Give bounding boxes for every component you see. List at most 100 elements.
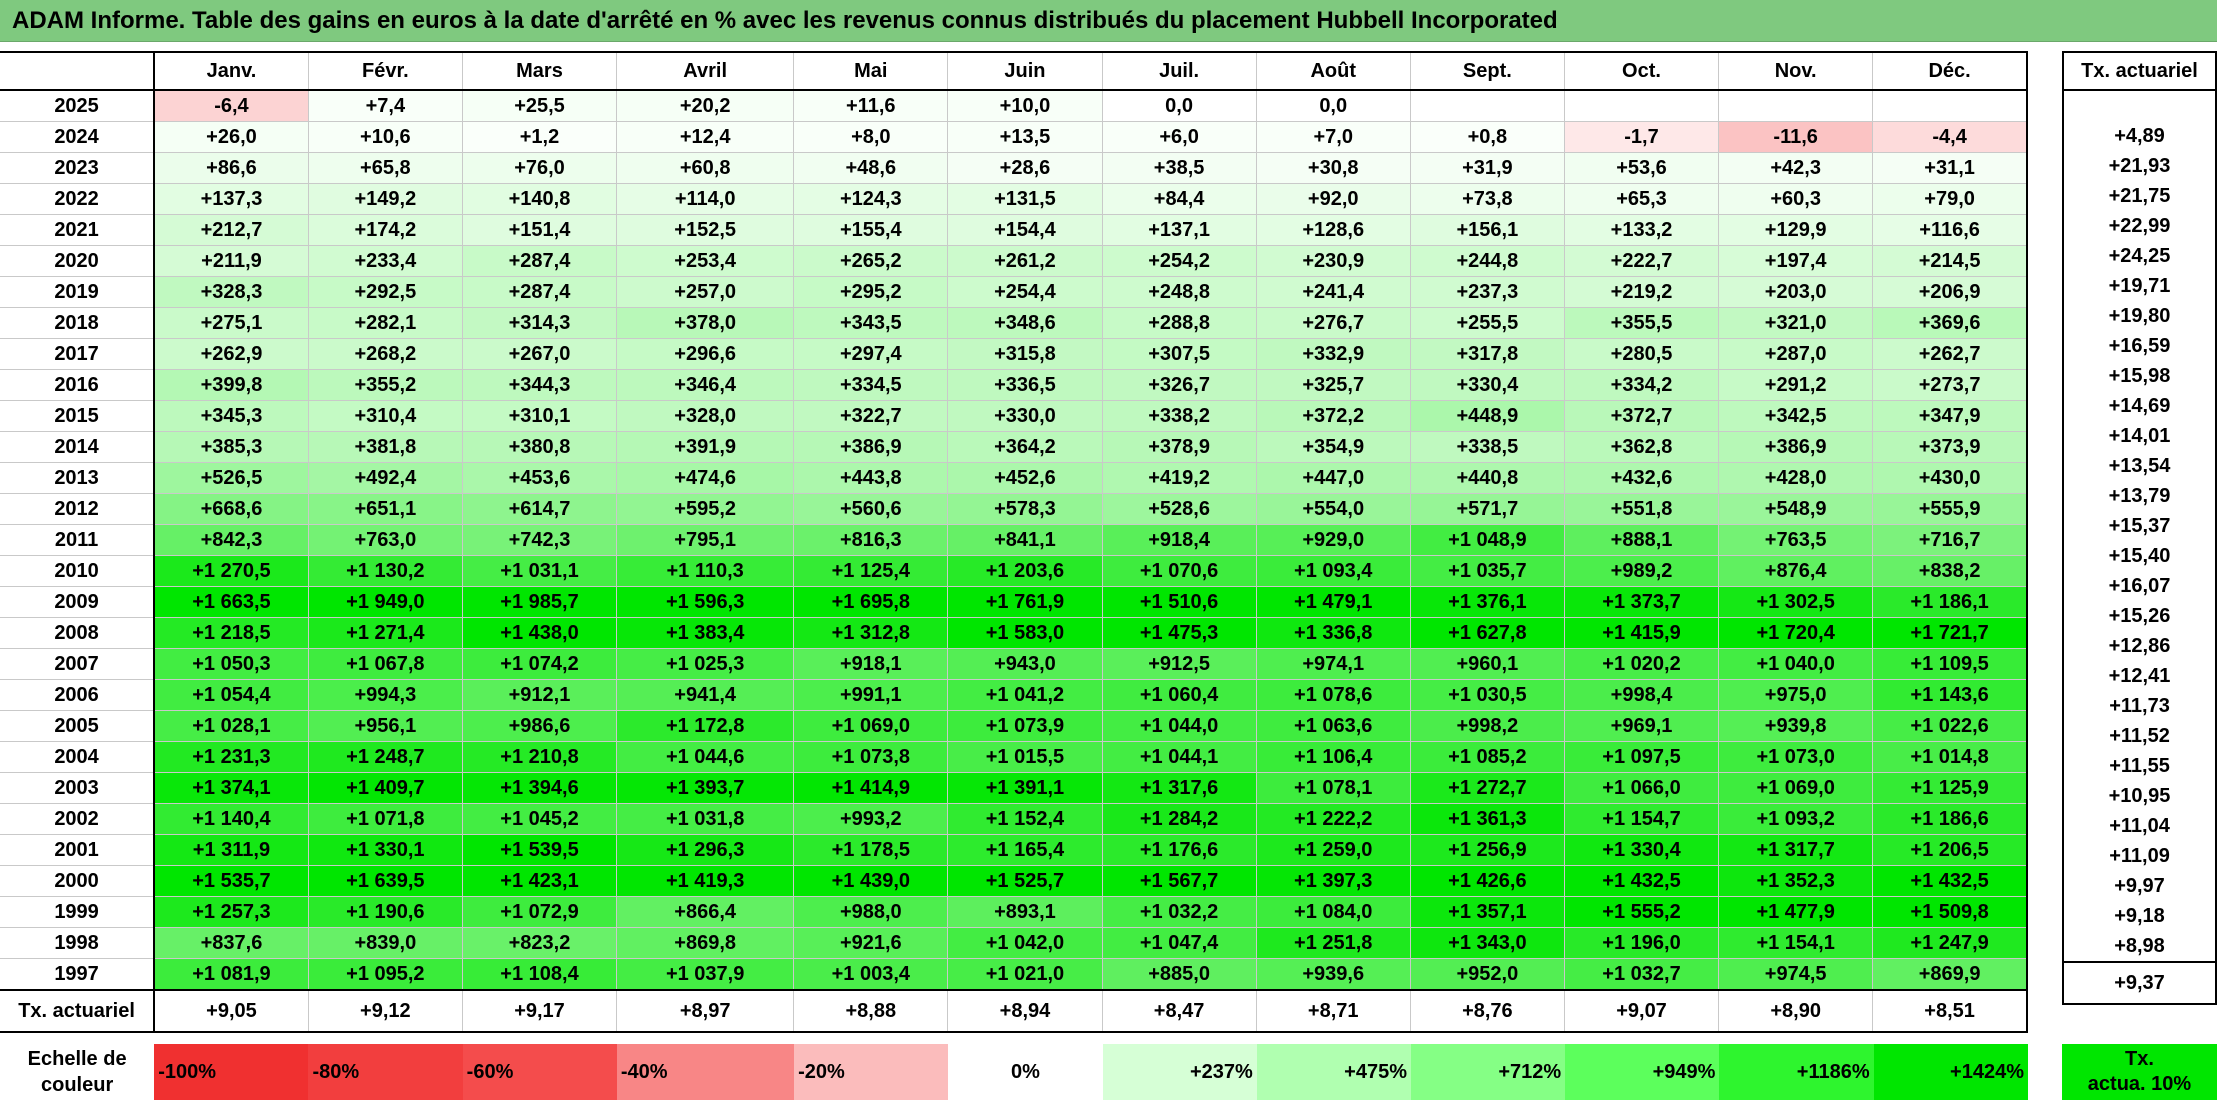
gain-cell: +1 190,6 (307, 896, 463, 928)
gain-cell: +149,2 (307, 183, 463, 215)
footer-cell: +8,90 (1718, 989, 1874, 1033)
tx-row: +14,01 (2062, 421, 2217, 451)
gain-cell: +929,0 (1255, 524, 1411, 556)
gain-cell: +1 251,8 (1255, 927, 1411, 959)
gain-cell: +372,2 (1255, 400, 1411, 432)
gain-cell: +31,1 (1872, 152, 2029, 184)
gain-cell: +28,6 (947, 152, 1103, 184)
gain-cell: +364,2 (947, 431, 1103, 463)
tx-row (2062, 90, 2217, 121)
tx-header: Tx. actuariel (2062, 51, 2217, 91)
gain-cell: +348,6 (947, 307, 1103, 339)
table-row: 2021 +212,7 +174,2 +151,4 +152,5 +155,4 +154,4… (0, 214, 2029, 246)
gain-cell: +212,7 (153, 214, 309, 246)
gain-cell: +991,1 (793, 679, 949, 711)
gain-cell: +1 525,7 (947, 865, 1103, 897)
gain-cell: +1 415,9 (1563, 617, 1720, 649)
gain-cell: +1 045,2 (461, 803, 618, 835)
gain-cell: +1 154,1 (1718, 927, 1874, 959)
gain-cell: +1 078,6 (1255, 679, 1411, 711)
tx-row: +16,07 (2062, 571, 2217, 601)
gain-cell: +6,0 (1101, 121, 1257, 153)
year-label: 2022 (0, 183, 156, 215)
gain-cell: +975,0 (1718, 679, 1874, 711)
gain-cell: +1 477,9 (1718, 896, 1874, 928)
gain-cell: +1 352,3 (1718, 865, 1874, 897)
gains-table: Janv. Févr. Mars Avril Mai Juin Juil. Août Sept.… (0, 51, 2029, 1033)
tx-row: +21,93 (2062, 151, 2217, 181)
year-label: 2016 (0, 369, 156, 401)
gain-cell: +918,4 (1101, 524, 1257, 556)
footer-cell: +8,88 (793, 989, 949, 1033)
tx-cell: +14,69 (2062, 391, 2217, 421)
table-row: 2024 +26,0 +10,6 +1,2 +12,4 +8,0 +13,5 +6,0 +7,0… (0, 121, 2029, 153)
tx-row: +4,89 (2062, 121, 2217, 151)
gain-cell: +292,5 (307, 276, 463, 308)
legend-tx-line1: Tx. (2125, 1048, 2154, 1070)
footer-cell: +9,12 (307, 989, 463, 1033)
gain-cell: +1 071,8 (307, 803, 463, 835)
tx-footer-cell: +9,37 (2062, 961, 2217, 1005)
tx-cell: +9,97 (2062, 871, 2217, 901)
gain-cell: +1 165,4 (947, 834, 1103, 866)
year-label: 2015 (0, 400, 156, 432)
gain-cell: +315,8 (947, 338, 1103, 370)
tx-cell: +13,54 (2062, 451, 2217, 481)
gain-cell: +994,3 (307, 679, 463, 711)
month-header: Août (1255, 51, 1411, 91)
gain-cell: -11,6 (1718, 121, 1874, 153)
tx-cell (2062, 90, 2217, 121)
year-label: 2011 (0, 524, 156, 556)
gain-cell: +1 067,8 (307, 648, 463, 680)
gain-cell: +893,1 (947, 896, 1103, 928)
gain-cell: +1 317,7 (1718, 834, 1874, 866)
gain-cell: +1 097,5 (1563, 741, 1720, 773)
legend-swatch: +475% (1256, 1044, 1411, 1100)
tx-row: +15,37 (2062, 511, 2217, 541)
gain-cell: +257,0 (616, 276, 795, 308)
table-row: 2011 +842,3 +763,0 +742,3 +795,1 +816,3 +841,1… (0, 524, 2029, 556)
gain-cell: +1 336,8 (1255, 617, 1411, 649)
legend-swatch: +712% (1411, 1044, 1566, 1100)
gain-cell: +1 152,4 (947, 803, 1103, 835)
gain-cell: +317,8 (1409, 338, 1565, 370)
gain-cell: +548,9 (1718, 493, 1874, 525)
gain-cell: +73,8 (1409, 183, 1565, 215)
gain-cell: +307,5 (1101, 338, 1257, 370)
year-label: 2010 (0, 555, 156, 587)
gain-cell: +7,4 (307, 89, 463, 122)
gain-cell: +1 047,4 (1101, 927, 1257, 959)
gain-cell: +197,4 (1718, 245, 1874, 277)
gain-cell: +1 414,9 (793, 772, 949, 804)
gain-cell: +287,4 (461, 245, 618, 277)
tx-cell: +16,59 (2062, 331, 2217, 361)
gain-cell: +60,8 (616, 152, 795, 184)
footer-cell: +8,94 (947, 989, 1103, 1033)
legend-swatch: -60% (462, 1044, 617, 1100)
gain-cell: +1 231,3 (153, 741, 309, 773)
gain-cell: +921,6 (793, 927, 949, 959)
gain-cell: +1 050,3 (153, 648, 309, 680)
gain-cell: +1 073,0 (1718, 741, 1874, 773)
gain-cell: +380,8 (461, 431, 618, 463)
gain-cell: +1 270,5 (153, 555, 309, 587)
tx-row: +8,98 (2062, 931, 2217, 963)
gain-cell: +1 063,6 (1255, 710, 1411, 742)
tx-row: +21,75 (2062, 181, 2217, 211)
gain-cell: +261,2 (947, 245, 1103, 277)
gain-cell: +334,5 (793, 369, 949, 401)
gain-cell: +1 393,7 (616, 772, 795, 804)
gain-cell: +355,5 (1563, 307, 1720, 339)
gain-cell: +76,0 (461, 152, 618, 184)
gain-cell: +988,0 (793, 896, 949, 928)
gain-cell: +12,4 (616, 121, 795, 153)
gain-cell: +1 639,5 (307, 865, 463, 897)
gain-cell: +1 032,2 (1101, 896, 1257, 928)
gain-cell: +328,3 (153, 276, 309, 308)
tx-cell: +19,71 (2062, 271, 2217, 301)
gain-cell: +1 203,6 (947, 555, 1103, 587)
gain-cell: +1 409,7 (307, 772, 463, 804)
gain-cell: +554,0 (1255, 493, 1411, 525)
table-row: 2005 +1 028,1 +956,1 +986,6 +1 172,8 +1 069,0… (0, 710, 2029, 742)
gain-cell: +571,7 (1409, 493, 1565, 525)
